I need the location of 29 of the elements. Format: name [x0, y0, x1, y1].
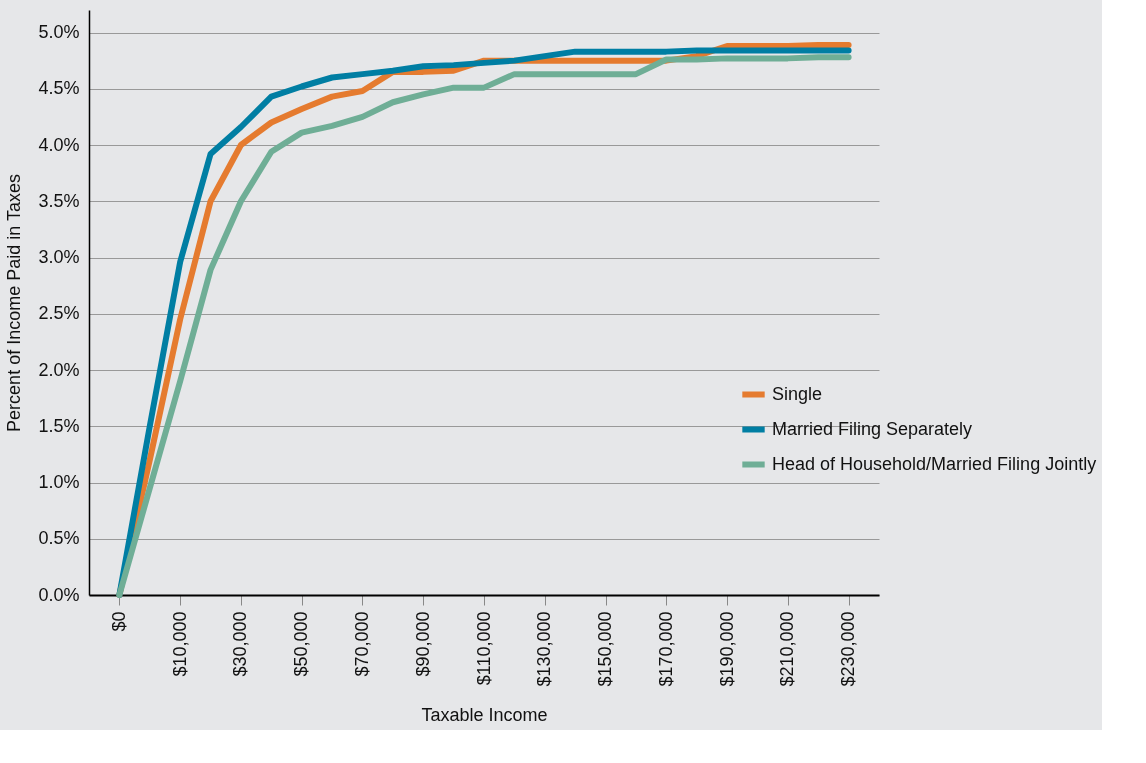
y-tick-label: 2.5% — [38, 303, 80, 324]
y-tick-label: 3.5% — [38, 190, 80, 211]
y-tick-label: 2.0% — [38, 359, 80, 380]
legend-label: Single — [772, 383, 823, 404]
y-tick-label: 1.0% — [38, 472, 80, 492]
x-tick-label: $30,000 — [230, 611, 251, 677]
y-tick-label: 1.5% — [38, 415, 80, 436]
y-tick-label: 4.5% — [38, 78, 80, 99]
x-tick-label: $150,000 — [595, 611, 616, 687]
y-tick-label: 0.5% — [38, 528, 80, 549]
y-tick-label: 4.0% — [38, 134, 80, 155]
x-tick-label: $90,000 — [412, 611, 433, 677]
y-tick-label: 0.0% — [38, 584, 80, 605]
y-tick-label: 5.0% — [38, 22, 80, 42]
x-tick-label: $110,000 — [473, 611, 494, 686]
x-tick-label: $170,000 — [655, 611, 676, 687]
x-tick-label: $10,000 — [169, 611, 190, 677]
x-tick-label: $230,000 — [838, 611, 859, 687]
y-tick-label: 3.0% — [38, 247, 80, 267]
legend-label: Head of Household/Married Filing Jointly — [772, 453, 1097, 474]
y-axis-title: Percent of Income Paid in Taxes — [4, 174, 25, 432]
x-tick-label: $70,000 — [351, 611, 372, 677]
x-tick-label: $190,000 — [716, 611, 737, 687]
x-axis-title: Taxable Income — [421, 704, 548, 725]
x-tick-label: $210,000 — [777, 611, 798, 687]
x-tick-label: $0 — [108, 611, 129, 632]
x-tick-label: $130,000 — [534, 611, 555, 687]
legend-label: Married Filing Separately — [772, 418, 973, 439]
x-tick-label: $50,000 — [291, 611, 312, 677]
